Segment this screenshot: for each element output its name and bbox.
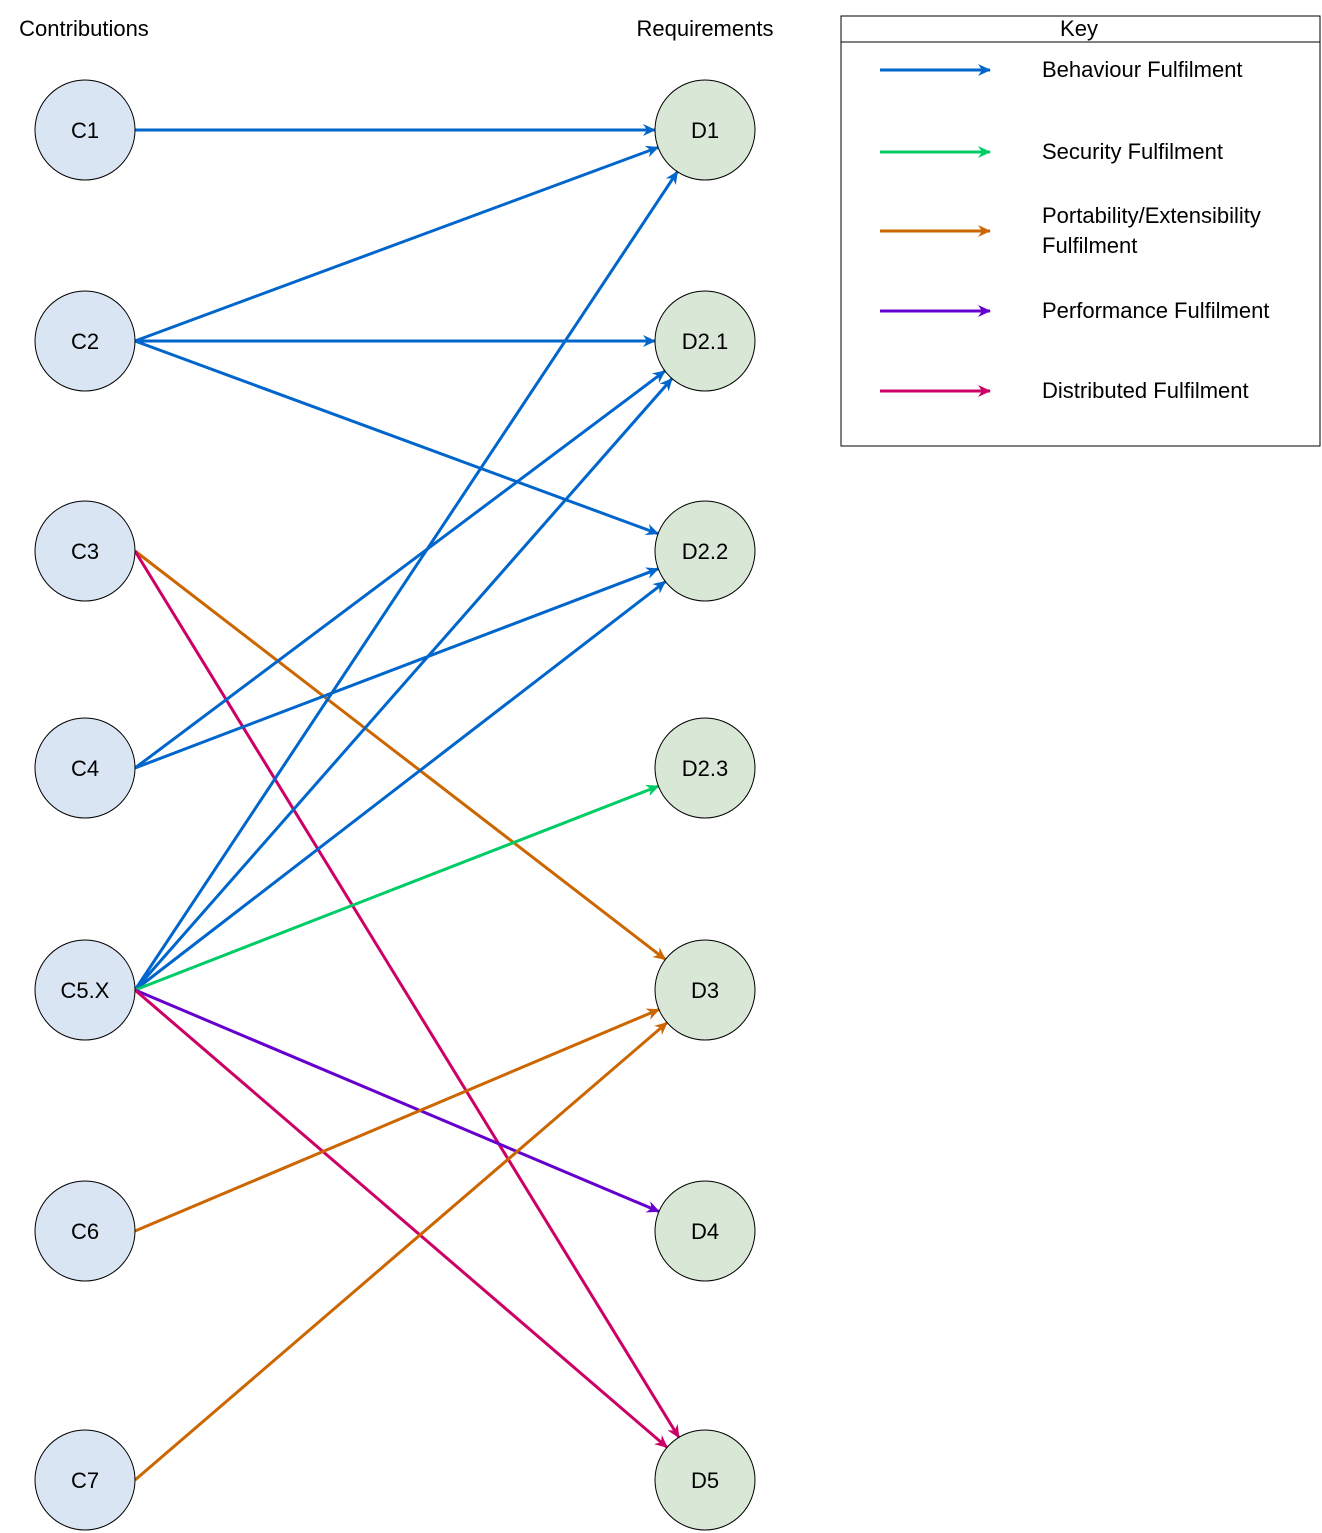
requirement-node-d1: D1 bbox=[654, 79, 756, 181]
edges-layer bbox=[133, 124, 681, 1482]
contribution-circle bbox=[34, 500, 136, 602]
contribution-label: C1 bbox=[71, 118, 99, 143]
edge-c5x-to-d1 bbox=[133, 170, 679, 991]
requirements-header: Requirements bbox=[637, 16, 774, 41]
key-label-behaviour: Behaviour Fulfilment bbox=[1042, 57, 1243, 82]
edge-c7-to-d3 bbox=[134, 1021, 669, 1482]
edge-c2-to-d22 bbox=[134, 339, 660, 536]
contribution-label: C4 bbox=[71, 756, 99, 781]
requirement-node-d23: D2.3 bbox=[654, 717, 756, 819]
requirement-node-d5: D5 bbox=[654, 1429, 756, 1531]
contribution-node-c7: C7 bbox=[34, 1429, 136, 1531]
edge-c4-to-d22 bbox=[134, 567, 660, 770]
contribution-node-c1: C1 bbox=[34, 79, 136, 181]
contribution-circle bbox=[34, 1180, 136, 1282]
requirement-node-d4: D4 bbox=[654, 1180, 756, 1282]
key-item-security: Security Fulfilment bbox=[880, 139, 1223, 164]
edge-c5x-to-d22 bbox=[134, 580, 667, 992]
requirement-label: D2.1 bbox=[682, 329, 728, 354]
requirement-node-d21: D2.1 bbox=[654, 290, 756, 392]
contribution-node-c2: C2 bbox=[34, 290, 136, 392]
requirement-label: D3 bbox=[691, 978, 719, 1003]
edge-c5x-to-d21 bbox=[133, 377, 674, 991]
requirement-label: D4 bbox=[691, 1219, 719, 1244]
key-item-portability: Portability/Extensibility Fulfilment bbox=[880, 203, 1261, 258]
contribution-label: C6 bbox=[71, 1219, 99, 1244]
requirement-circle bbox=[654, 1180, 756, 1282]
requirement-circle bbox=[654, 1429, 756, 1531]
edge-c5x-to-d5 bbox=[134, 988, 669, 1449]
key-label-portability: Portability/Extensibility bbox=[1042, 203, 1261, 228]
contribution-circle bbox=[34, 939, 136, 1041]
edge-c3-to-d3 bbox=[134, 549, 667, 961]
key-label-security: Security Fulfilment bbox=[1042, 139, 1223, 164]
requirement-circle bbox=[654, 939, 756, 1041]
contributions-header: Contributions bbox=[19, 16, 149, 41]
requirement-node-d22: D2.2 bbox=[654, 500, 756, 602]
key-label-portability: Fulfilment bbox=[1042, 233, 1137, 258]
edge-c4-to-d21 bbox=[134, 369, 666, 770]
key-item-performance: Performance Fulfilment bbox=[880, 298, 1269, 323]
edge-c5x-to-d4 bbox=[134, 988, 660, 1213]
contribution-circle bbox=[34, 79, 136, 181]
key-items: Behaviour Fulfilment Security Fulfilment P… bbox=[880, 57, 1269, 403]
requirement-label: D1 bbox=[691, 118, 719, 143]
contribution-circle bbox=[34, 1429, 136, 1531]
key-label-distributed: Distributed Fulfilment bbox=[1042, 378, 1249, 403]
key-box: Key Behaviour Fulfilment Security Fulfilm… bbox=[840, 15, 1321, 447]
requirement-circle bbox=[654, 290, 756, 392]
contribution-node-c3: C3 bbox=[34, 500, 136, 602]
key-item-behaviour: Behaviour Fulfilment bbox=[880, 57, 1243, 82]
contribution-label: C3 bbox=[71, 539, 99, 564]
contribution-circle bbox=[34, 290, 136, 392]
key-label-performance: Performance Fulfilment bbox=[1042, 298, 1269, 323]
requirement-circle bbox=[654, 500, 756, 602]
contribution-node-c6: C6 bbox=[34, 1180, 136, 1282]
contribution-label: C5.X bbox=[61, 978, 110, 1003]
contribution-node-c5x: C5.X bbox=[34, 939, 136, 1041]
nodes-layer: C1 C2 C3 C4 C5.X C6 C7 D1 D2.1 D2.2 D2.3 D3 D4 D5 bbox=[34, 79, 756, 1531]
requirement-label: D2.3 bbox=[682, 756, 728, 781]
key-item-distributed: Distributed Fulfilment bbox=[880, 378, 1249, 403]
requirement-circle bbox=[654, 79, 756, 181]
contribution-circle bbox=[34, 717, 136, 819]
contribution-label: C7 bbox=[71, 1468, 99, 1493]
edge-c2-to-d1 bbox=[134, 145, 660, 343]
requirement-circle bbox=[654, 717, 756, 819]
edge-c5x-to-d23 bbox=[134, 784, 660, 992]
edge-c3-to-d5 bbox=[133, 550, 681, 1439]
contribution-node-c4: C4 bbox=[34, 717, 136, 819]
requirement-label: D5 bbox=[691, 1468, 719, 1493]
contribution-label: C2 bbox=[71, 329, 99, 354]
requirement-node-d3: D3 bbox=[654, 939, 756, 1041]
edge-c6-to-d3 bbox=[134, 1008, 660, 1233]
requirement-label: D2.2 bbox=[682, 539, 728, 564]
key-title: Key bbox=[1060, 16, 1098, 41]
